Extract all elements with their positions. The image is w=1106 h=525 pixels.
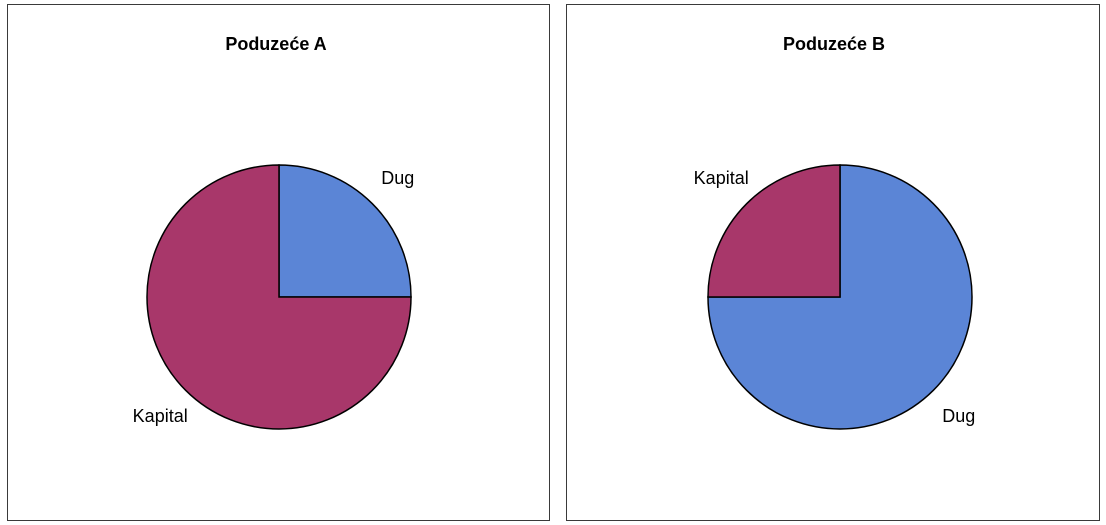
- pie-slice-dug: [707, 164, 973, 430]
- chart-panel-a: Poduzeće A Dug Kapital: [7, 4, 550, 521]
- chart-title: Poduzeće A: [225, 34, 326, 54]
- pie-slice-dug: [278, 164, 412, 298]
- chart-title: Poduzeće B: [783, 34, 885, 54]
- pie-labels: Dug Kapital: [133, 168, 415, 426]
- slice-label-kapital: Kapital: [694, 168, 749, 188]
- pie-labels: Dug Kapital: [694, 168, 976, 426]
- pie-slices: [146, 164, 412, 430]
- slice-label-dug: Dug: [381, 168, 414, 188]
- pie-chart-b: Poduzeće B Dug Kapital: [694, 34, 976, 430]
- pie-slices: [707, 164, 973, 430]
- chart-panel-b: Poduzeće B Dug Kapital: [566, 4, 1100, 521]
- pie-slice-kapital: [707, 164, 841, 298]
- pie-chart-a: Poduzeće A Dug Kapital: [133, 34, 415, 430]
- slice-label-kapital: Kapital: [133, 406, 188, 426]
- pie-slice-kapital: [146, 164, 412, 430]
- slice-label-dug: Dug: [942, 406, 975, 426]
